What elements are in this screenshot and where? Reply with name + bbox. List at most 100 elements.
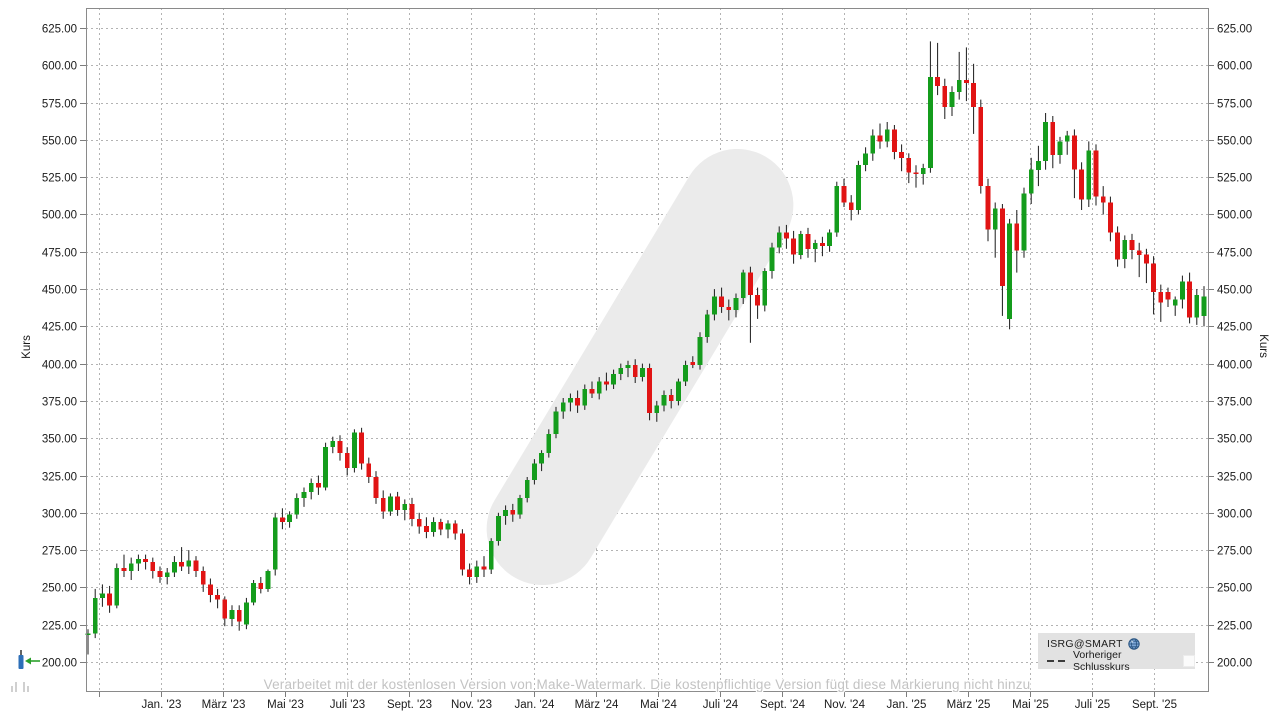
candle-up [676, 381, 681, 401]
mini-bars-icon [11, 682, 29, 692]
y-tick-label: 475.00 [1217, 248, 1252, 260]
x-tick-label: Juli '24 [703, 699, 739, 711]
candle-up [114, 568, 120, 606]
candle-down [380, 497, 386, 512]
candle-down [719, 296, 724, 307]
candle-up [762, 271, 768, 306]
candle-down [193, 560, 199, 571]
y-tick-label: 450.00 [1217, 285, 1252, 297]
candle-down [690, 362, 696, 366]
y-tick-label: 525.00 [42, 173, 77, 185]
candle-down [280, 517, 285, 522]
y-axis-labels-left: 625.00 600.00 575.00 550.00 525.00 500.00 475.… [42, 24, 77, 670]
y-tick-label: 550.00 [42, 136, 77, 148]
x-tick-label: Mai '23 [267, 699, 304, 711]
candle-up [539, 453, 544, 464]
y-tick-label: 400.00 [42, 360, 77, 372]
candle-down [258, 582, 264, 589]
candle-up [856, 165, 861, 210]
candle-up [625, 365, 631, 369]
candle-up [956, 80, 962, 93]
candle-up [863, 153, 868, 166]
candle-up [431, 521, 436, 533]
x-tick-label: Nov. '24 [824, 699, 866, 711]
candle-up [524, 480, 530, 498]
candle-up [265, 571, 271, 589]
candle-up [553, 411, 559, 434]
candle-down [841, 186, 847, 203]
candles-series [85, 41, 1207, 655]
x-tick-label: Jan. '23 [142, 699, 182, 711]
candle-down [632, 365, 638, 377]
candle-up [611, 374, 616, 385]
candle-down [978, 107, 984, 187]
y-tick-label: 300.00 [42, 509, 77, 521]
candle-up [100, 593, 105, 598]
candle-down [366, 463, 372, 477]
candle-up [992, 208, 998, 230]
candle-down [589, 389, 595, 394]
candle-down [316, 483, 321, 488]
candle-up [776, 232, 782, 248]
candle-up [92, 597, 98, 634]
candle-down [784, 232, 789, 239]
plot-border [86, 8, 1209, 692]
candle-up [85, 633, 91, 636]
candle-down [877, 135, 883, 142]
candlestick-tool-icon [18, 650, 40, 669]
candle-up [503, 509, 508, 516]
candle-down [416, 518, 422, 527]
candle-down [1100, 196, 1106, 203]
legend-box[interactable]: ISRG@SMART Vorheriger Schlusskurs [1038, 633, 1195, 673]
x-tick-label: Sept. '24 [760, 699, 806, 711]
y-tick-label: 300.00 [1217, 509, 1252, 521]
candle-up [928, 77, 933, 169]
y-tick-label: 425.00 [1217, 322, 1252, 334]
candle-down [647, 368, 652, 413]
candle-up [287, 514, 292, 522]
candle-up [712, 296, 717, 315]
candle-down [604, 381, 609, 385]
candle-down [1093, 150, 1099, 197]
candle-up [618, 368, 624, 375]
candle-down [460, 533, 465, 570]
x-tick-label: März '25 [947, 699, 991, 711]
y-tick-label: 625.00 [1217, 24, 1252, 36]
candle-down [899, 151, 904, 158]
candle-down [409, 503, 415, 519]
candle-down [1115, 232, 1120, 260]
candle-up [1028, 169, 1034, 194]
y-tick-label: 200.00 [1217, 658, 1252, 670]
x-tick-label: Juli '25 [1075, 699, 1110, 711]
y-tick-label: 250.00 [1217, 583, 1252, 595]
candle-down [510, 509, 516, 515]
candle-down [748, 272, 753, 295]
candle-down [359, 432, 364, 464]
candle-down [892, 129, 897, 152]
candle-down [1187, 281, 1192, 318]
candle-up [596, 381, 602, 394]
candle-down [726, 307, 732, 310]
candle-up [136, 559, 141, 564]
candle-down [1108, 202, 1113, 233]
candle-up [661, 395, 667, 406]
candle-down [215, 594, 220, 600]
candle-up [568, 398, 573, 403]
candle-up [827, 232, 832, 246]
x-axis-labels: Jan. '23 März '23 Mai '23 Juli '23 Sept. '23… [142, 699, 1177, 711]
candle-up [330, 441, 336, 448]
candle-up [870, 135, 876, 154]
y-tick-label: 350.00 [1217, 434, 1252, 446]
candle-down [107, 593, 112, 606]
y-tick-label: 475.00 [42, 248, 77, 260]
legend-symbol-label: ISRG@SMART [1047, 637, 1123, 650]
y-tick-label: 250.00 [42, 583, 77, 595]
x-tick-label: Nov. '23 [451, 699, 492, 711]
legend-swatch-button[interactable] [1183, 654, 1195, 667]
y-tick-label: 575.00 [1217, 99, 1252, 111]
y-tick-label: 275.00 [1217, 546, 1252, 558]
y-tick-label: 575.00 [42, 99, 77, 111]
candle-up [640, 368, 645, 378]
corner-watermark-icon [8, 646, 54, 703]
